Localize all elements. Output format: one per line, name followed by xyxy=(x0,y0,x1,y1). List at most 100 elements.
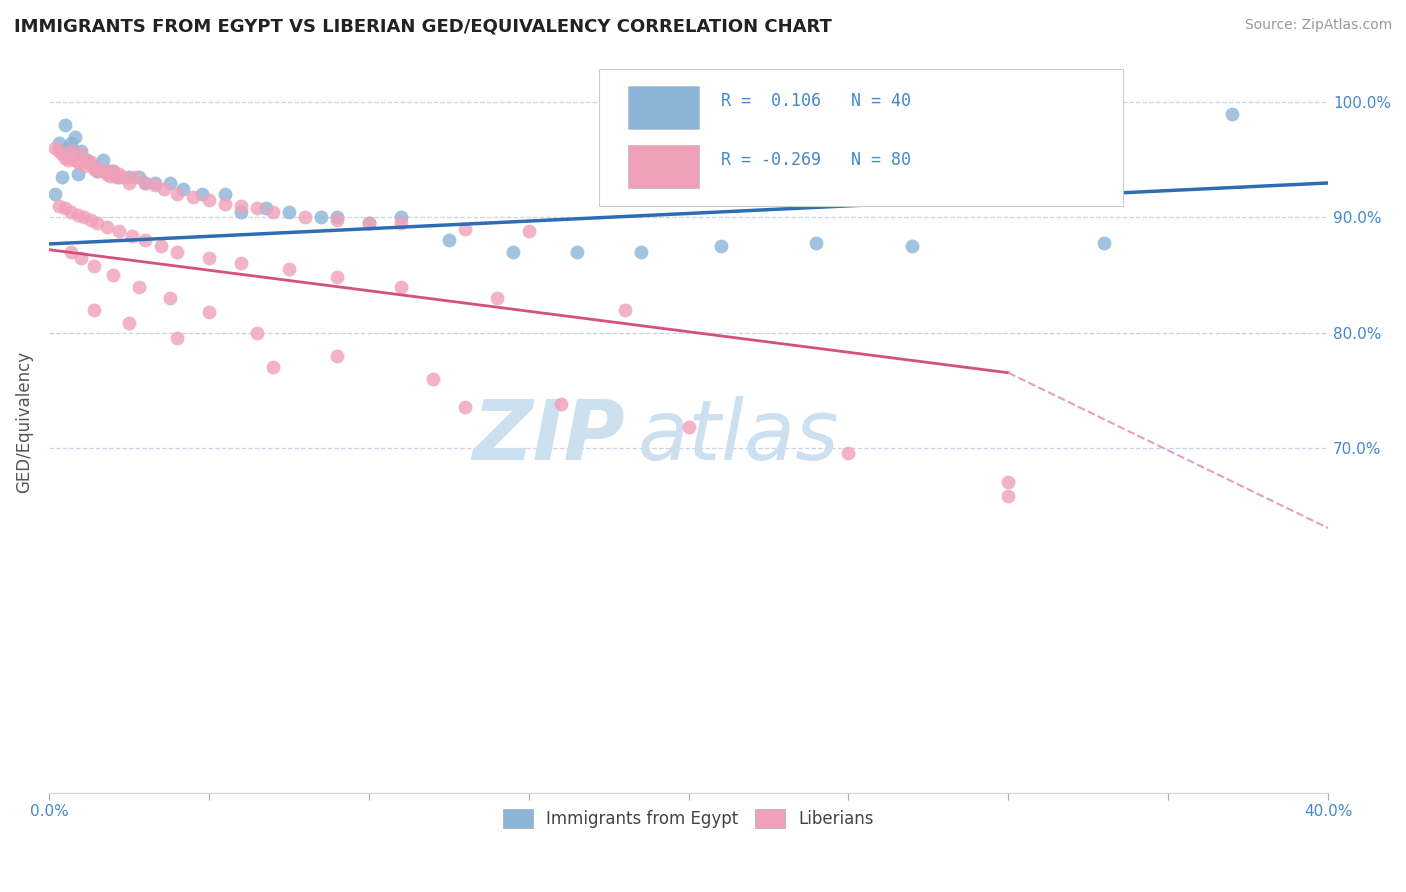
Point xyxy=(277,262,299,277)
Point xyxy=(485,291,508,305)
Point xyxy=(48,199,70,213)
Point xyxy=(56,153,79,167)
Point xyxy=(166,187,188,202)
Point xyxy=(111,170,134,185)
Point xyxy=(159,176,181,190)
Point xyxy=(53,201,76,215)
Point xyxy=(143,178,166,193)
Point xyxy=(108,170,131,185)
Point xyxy=(326,349,349,363)
Point xyxy=(134,176,156,190)
Point xyxy=(277,204,299,219)
Point xyxy=(901,239,924,253)
Point xyxy=(1092,235,1115,250)
Point xyxy=(229,204,252,219)
FancyBboxPatch shape xyxy=(599,70,1123,206)
Point xyxy=(91,164,114,178)
Point xyxy=(128,279,150,293)
Point xyxy=(198,305,221,319)
Point xyxy=(191,187,214,202)
Point xyxy=(48,144,70,158)
Point xyxy=(101,164,124,178)
Point xyxy=(437,234,460,248)
Point xyxy=(89,162,111,177)
Point xyxy=(118,176,141,190)
Point xyxy=(60,245,83,260)
Point xyxy=(60,204,83,219)
Point xyxy=(357,216,380,230)
Point xyxy=(198,251,221,265)
Point xyxy=(166,331,188,345)
Point xyxy=(56,141,79,155)
Point xyxy=(389,279,412,293)
Point xyxy=(806,235,828,250)
Point xyxy=(76,153,98,167)
Point xyxy=(198,193,221,207)
Text: Source: ZipAtlas.com: Source: ZipAtlas.com xyxy=(1244,18,1392,32)
Text: R =  0.106   N = 40: R = 0.106 N = 40 xyxy=(720,92,911,110)
Point xyxy=(66,155,89,169)
Point xyxy=(101,268,124,282)
Point xyxy=(60,144,83,158)
Point xyxy=(1220,107,1243,121)
Point xyxy=(51,147,73,161)
Point xyxy=(118,316,141,330)
Point xyxy=(124,170,146,185)
Point xyxy=(837,446,859,460)
Point xyxy=(79,212,101,227)
Point xyxy=(134,234,156,248)
Point xyxy=(246,201,269,215)
Point xyxy=(294,211,316,225)
Point xyxy=(630,245,652,260)
Point xyxy=(86,216,108,230)
Text: ZIP: ZIP xyxy=(472,396,624,477)
Point xyxy=(502,245,524,260)
Point xyxy=(254,201,277,215)
Point xyxy=(565,245,588,260)
Point xyxy=(60,136,83,150)
Point xyxy=(73,211,96,225)
Point xyxy=(517,224,540,238)
Point xyxy=(83,259,105,273)
Point xyxy=(214,187,236,202)
Point xyxy=(326,270,349,285)
Point xyxy=(422,371,444,385)
Point xyxy=(73,159,96,173)
Point xyxy=(454,401,477,415)
Point xyxy=(181,190,204,204)
Point xyxy=(96,219,118,234)
Point xyxy=(66,167,89,181)
Point xyxy=(98,169,121,183)
Point xyxy=(51,170,73,185)
Point xyxy=(86,164,108,178)
Point xyxy=(70,251,93,265)
Point xyxy=(53,119,76,133)
Point xyxy=(70,144,93,158)
Point xyxy=(997,489,1019,503)
Point xyxy=(613,302,636,317)
Point xyxy=(121,228,143,243)
Text: IMMIGRANTS FROM EGYPT VS LIBERIAN GED/EQUIVALENCY CORRELATION CHART: IMMIGRANTS FROM EGYPT VS LIBERIAN GED/EQ… xyxy=(14,18,832,36)
Point xyxy=(159,291,181,305)
Point xyxy=(262,204,284,219)
Point xyxy=(357,216,380,230)
Text: atlas: atlas xyxy=(637,396,839,477)
Point xyxy=(76,155,98,169)
Point xyxy=(96,167,118,181)
Point xyxy=(678,420,700,434)
Point xyxy=(309,211,332,225)
Point xyxy=(63,130,86,145)
Point xyxy=(149,239,172,253)
Legend: Immigrants from Egypt, Liberians: Immigrants from Egypt, Liberians xyxy=(495,800,883,837)
Point xyxy=(108,224,131,238)
Point xyxy=(172,182,194,196)
Point xyxy=(83,159,105,173)
Point xyxy=(63,153,86,167)
Point xyxy=(118,170,141,185)
Point xyxy=(143,176,166,190)
Point xyxy=(214,196,236,211)
Point xyxy=(166,245,188,260)
Point xyxy=(70,147,93,161)
Point xyxy=(262,359,284,374)
Point xyxy=(326,212,349,227)
